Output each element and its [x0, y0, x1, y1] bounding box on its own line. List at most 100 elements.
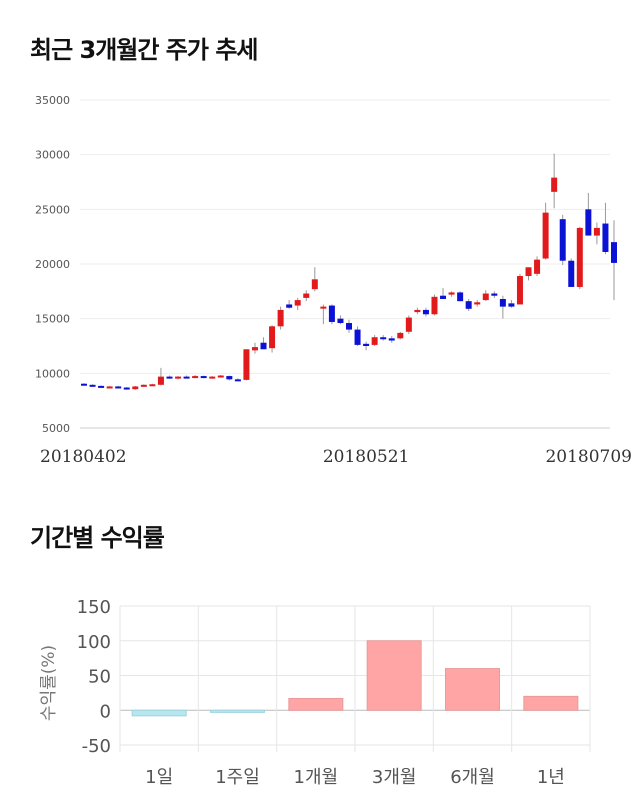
y-tick-label: 25000	[35, 203, 70, 216]
candle-body	[371, 337, 378, 345]
candle	[363, 341, 370, 351]
x-date-label: 20180521	[323, 447, 410, 467]
candle-body	[602, 223, 609, 252]
candle-body	[568, 260, 575, 287]
candle	[106, 385, 113, 389]
candle-body	[115, 386, 122, 389]
y-tick-label: 0	[100, 701, 111, 722]
candle	[414, 307, 421, 315]
price-trend-title: 최근 3개월간 주가 추세	[30, 36, 258, 64]
candle	[525, 267, 532, 281]
candle-body	[465, 301, 472, 309]
candle-body	[499, 298, 506, 307]
candle	[89, 384, 96, 387]
y-tick-label: 150	[77, 597, 111, 618]
candle	[397, 331, 404, 340]
candle	[611, 220, 617, 301]
candle-body	[585, 209, 592, 236]
candle-body	[508, 303, 515, 307]
candle-body	[448, 292, 455, 295]
bar	[523, 695, 579, 711]
candle	[551, 153, 558, 209]
candle-body	[89, 384, 96, 387]
candle-body	[149, 384, 156, 387]
candle	[593, 222, 600, 245]
candle	[559, 214, 566, 266]
category-label: 3개월	[372, 767, 417, 788]
candle-body	[81, 383, 87, 386]
candle	[149, 383, 156, 387]
candle-body	[611, 242, 617, 263]
candle	[217, 374, 224, 378]
category-label: 6개월	[450, 767, 495, 788]
candle-body	[431, 296, 438, 315]
candle	[166, 375, 173, 379]
candle-body	[183, 376, 190, 379]
candle-body	[294, 300, 301, 306]
y-tick-label: 100	[77, 632, 111, 653]
candle	[294, 297, 301, 310]
candle	[602, 202, 609, 255]
candle-body	[525, 267, 532, 277]
candle	[269, 325, 276, 353]
y-tick-label: 50	[88, 667, 111, 688]
candle-body	[277, 309, 284, 327]
candle	[209, 376, 216, 379]
candle-body	[243, 349, 250, 380]
candle-body	[328, 305, 335, 322]
candle-body	[106, 386, 113, 389]
y-tick-label: 10000	[35, 367, 70, 380]
candle-body	[363, 343, 370, 346]
candle-body	[534, 259, 541, 274]
candle-body	[132, 386, 139, 390]
candle-body	[491, 293, 498, 296]
candle	[431, 294, 438, 316]
candle-body	[123, 387, 130, 390]
candle	[81, 383, 87, 386]
bar	[366, 640, 422, 711]
candle	[303, 290, 310, 302]
candle	[534, 256, 541, 277]
category-label: 1년	[537, 767, 565, 788]
candle	[320, 304, 327, 325]
candle	[157, 367, 164, 386]
candle	[380, 335, 387, 341]
candle-body	[542, 212, 549, 259]
candle-body	[380, 337, 387, 340]
y-tick-label: 35000	[35, 94, 70, 107]
candle-body	[166, 376, 173, 379]
candle-body	[320, 306, 327, 309]
candle-body	[551, 177, 558, 192]
candle	[123, 387, 130, 390]
candle	[585, 192, 592, 236]
candle-body	[192, 376, 199, 379]
candle	[98, 385, 105, 388]
candle	[243, 349, 250, 381]
candle-body	[576, 227, 583, 287]
candle-body	[388, 338, 395, 341]
candle	[200, 375, 207, 379]
candle	[286, 300, 293, 309]
candle	[183, 375, 190, 379]
candle	[328, 304, 335, 325]
candle-body	[217, 375, 224, 378]
candle-body	[157, 376, 164, 385]
candle	[568, 258, 575, 287]
candle	[260, 337, 267, 350]
candle	[277, 306, 284, 330]
bar	[210, 709, 265, 713]
y-axis-label: 수익률(%)	[39, 645, 59, 721]
candle	[311, 267, 318, 292]
candle-body	[209, 376, 216, 379]
candle	[175, 376, 182, 380]
candle-body	[405, 317, 412, 332]
y-tick-label: 5000	[42, 422, 70, 435]
candle	[226, 375, 233, 381]
candle-body	[346, 323, 352, 330]
candle-body	[260, 342, 267, 350]
candle-body	[303, 293, 310, 298]
candle-body	[140, 384, 147, 387]
candle-body	[311, 279, 318, 290]
category-label: 1개월	[294, 767, 339, 788]
candle-body	[226, 376, 233, 380]
